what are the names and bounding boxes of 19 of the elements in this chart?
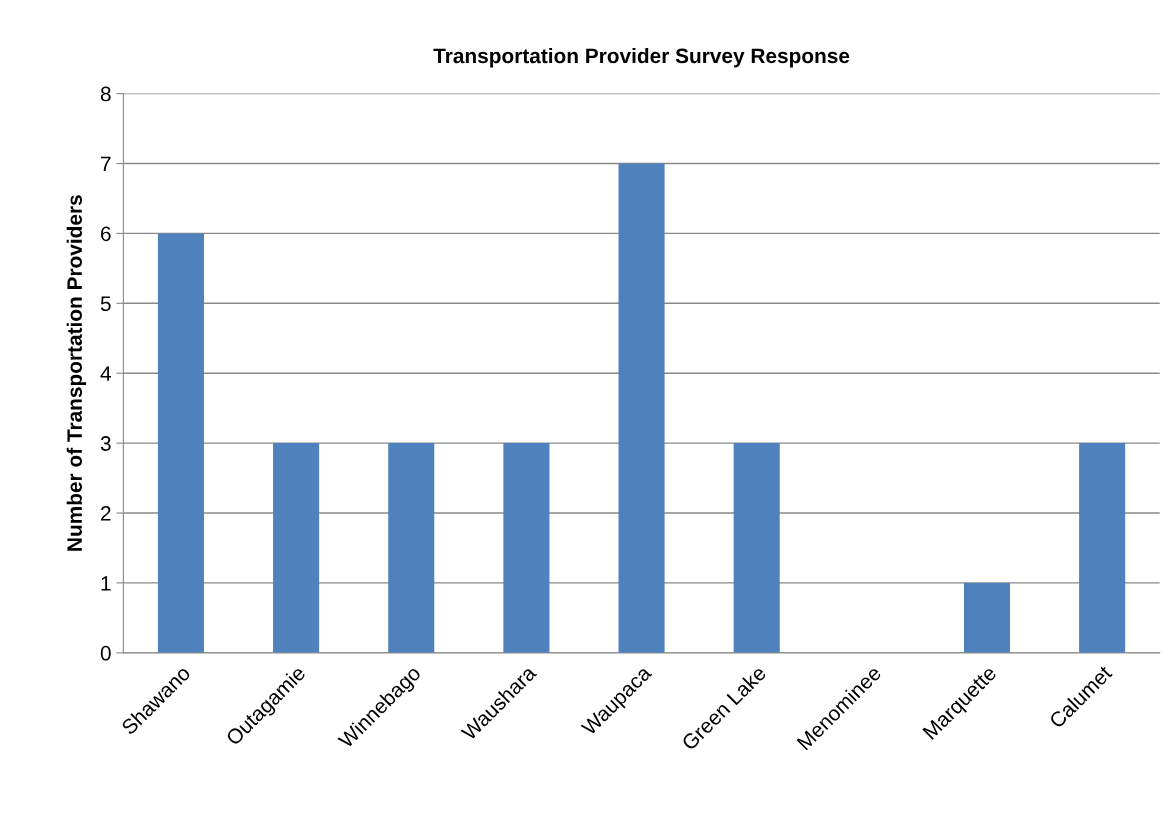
bar xyxy=(618,163,665,653)
y-tick-label: 5 xyxy=(100,296,111,312)
bar xyxy=(963,582,1011,653)
y-tick-label: 0 xyxy=(100,645,111,661)
y-tick-label: 3 xyxy=(100,436,111,451)
y-tick-label: 7 xyxy=(101,156,111,172)
y-tick-label: 6 xyxy=(101,226,111,242)
bar xyxy=(273,443,320,653)
y-tick-label: 2 xyxy=(101,506,111,521)
bar xyxy=(388,443,435,653)
y-tick-label: 8 xyxy=(100,86,111,102)
bar xyxy=(503,443,550,653)
y-axis-title: Number of Transportation Providers xyxy=(66,195,87,551)
chart-title: Transportation Provider Survey Response xyxy=(433,47,850,68)
y-tick-label: 4 xyxy=(100,366,111,381)
y-tick-label: 1 xyxy=(101,576,111,591)
bar xyxy=(733,443,780,653)
bar xyxy=(157,233,204,653)
bar xyxy=(1079,443,1126,653)
